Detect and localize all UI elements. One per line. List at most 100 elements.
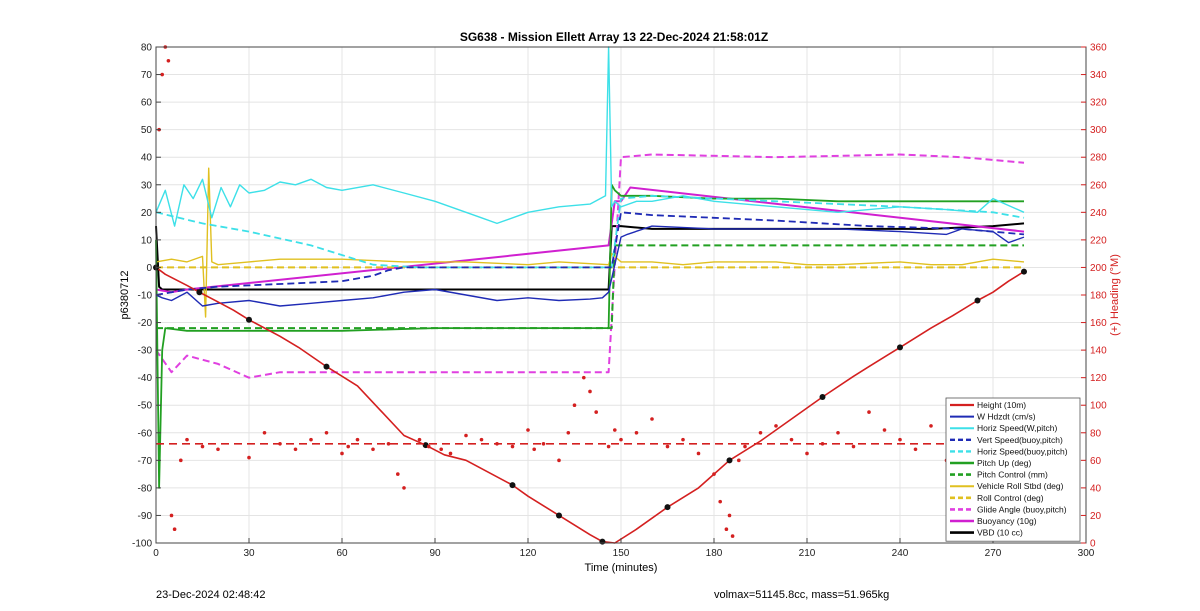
- footer-volmax-mass: volmax=51145.8cc, mass=51.965kg: [714, 589, 890, 601]
- height-marker-21: [599, 538, 606, 545]
- heading-point-61: [851, 444, 856, 449]
- heading-point-20: [386, 442, 391, 446]
- legend-entry-11: VBD (10 cc): [977, 528, 1023, 538]
- series-line-0: [155, 266, 1025, 544]
- y-axis-left: -100-90-80-70-60-50-40-30-20-10010203040…: [132, 43, 161, 550]
- heading-point-52: [730, 534, 735, 538]
- heading-point-5: [172, 527, 177, 532]
- y-tick-label-12: 20: [141, 208, 153, 219]
- height-marker-36: [974, 297, 981, 304]
- heading-point-9: [216, 447, 220, 452]
- heading-point-51: [727, 513, 732, 518]
- plot-series: [153, 45, 1040, 545]
- heading-point-28: [479, 437, 484, 442]
- heading-point-38: [588, 389, 592, 394]
- heading-point-43: [634, 430, 639, 435]
- heading-point-7: [185, 437, 189, 442]
- heading-point-10: [247, 455, 251, 460]
- y2-tick-label-11: 220: [1090, 235, 1107, 246]
- y-tick-label-5: -50: [138, 401, 153, 412]
- heading-point-22: [402, 486, 406, 490]
- legend-entry-4: Horiz Speed(buoy,pitch): [977, 446, 1068, 456]
- height-marker-3: [196, 289, 203, 296]
- legend-entry-3: Vert Speed(buoy,pitch): [977, 435, 1063, 445]
- heading-point-19: [371, 447, 375, 452]
- heading-point-57: [789, 437, 794, 442]
- y2-tick-label-2: 40: [1090, 483, 1102, 494]
- height-marker-6: [246, 316, 252, 323]
- heading-point-49: [718, 499, 722, 504]
- heading-point-31: [526, 428, 530, 432]
- x-tick-label-0: 0: [153, 548, 159, 559]
- height-marker-24: [664, 504, 671, 511]
- footer-timestamp: 23-Dec-2024 02:48:42: [156, 589, 266, 601]
- legend-entry-2: Horiz Speed(W,pitch): [977, 423, 1057, 433]
- y-tick-label-13: 30: [141, 180, 153, 191]
- heading-point-25: [439, 447, 444, 452]
- series-line-6: [156, 244, 1024, 330]
- x-tick-label-10: 300: [1078, 548, 1095, 559]
- legend: Height (10m) W Hdzdt (cm/s)Horiz Speed(W,…: [945, 397, 1081, 542]
- heading-point-60: [836, 430, 840, 435]
- legend-box: [945, 397, 1081, 542]
- heading-point-42: [619, 437, 623, 442]
- heading-point-58: [805, 451, 809, 456]
- heading-point-16: [340, 451, 344, 456]
- heading-point-66: [929, 424, 933, 428]
- y-tick-label-18: 80: [141, 43, 153, 54]
- chart-title: SG638 - Mission Ellett Array 13 22-Dec-2…: [460, 30, 768, 44]
- legend-entry-7: Vehicle Roll Stbd (deg): [977, 481, 1064, 491]
- heading-point-17: [346, 444, 351, 449]
- y2-tick-label-13: 260: [1090, 180, 1107, 191]
- height-marker-30: [819, 393, 826, 400]
- heading-point-50: [724, 527, 729, 532]
- heading-point-40: [606, 444, 611, 449]
- y-tick-label-3: -70: [138, 456, 153, 467]
- x-tick-label-7: 210: [799, 548, 816, 559]
- legend-entry-10: Buoyancy (10g): [977, 516, 1037, 526]
- height-marker-9: [323, 363, 330, 370]
- y-tick-label-1: -90: [138, 511, 153, 522]
- y2-axis-label: (+) Heading (°M): [1109, 254, 1121, 336]
- y2-tick-label-7: 140: [1090, 346, 1107, 357]
- heading-point-14: [309, 437, 313, 442]
- heading-point-47: [696, 451, 701, 456]
- y2-tick-label-1: 20: [1090, 511, 1102, 522]
- heading-point-12: [278, 442, 282, 446]
- heading-point-29: [495, 442, 499, 446]
- x-tick-label-8: 240: [892, 548, 909, 559]
- x-tick-label-9: 270: [985, 548, 1002, 559]
- y-tick-label-4: -60: [138, 428, 153, 439]
- heading-point-23: [417, 437, 422, 442]
- heading-point-33: [541, 442, 546, 446]
- y-axis-label: p6380712: [119, 271, 131, 320]
- heading-point-45: [665, 444, 670, 449]
- y2-tick-label-16: 320: [1090, 98, 1107, 109]
- y-tick-label-8: -20: [138, 318, 153, 329]
- heading-point-46: [681, 437, 685, 442]
- heading-point-18: [355, 437, 360, 442]
- y-tick-label-15: 50: [141, 125, 153, 136]
- y-tick-label-10: 0: [146, 263, 152, 274]
- legend-entry-1: W Hdzdt (cm/s): [977, 412, 1036, 422]
- x-axis: 0 30 60 90 120 150 180 210 240 270 300: [153, 538, 1095, 559]
- x-axis-label: Time (minutes): [585, 562, 658, 574]
- series-line-7: [155, 167, 1025, 318]
- y2-tick-label-10: 200: [1090, 263, 1107, 274]
- heading-point-54: [743, 444, 747, 449]
- legend-entry-0: Height (10m): [977, 400, 1026, 410]
- heading-point-11: [262, 430, 267, 435]
- heading-point-63: [882, 428, 887, 432]
- height-marker-18: [556, 512, 562, 519]
- heading-point-26: [448, 451, 453, 456]
- heading-point-30: [510, 444, 515, 449]
- y-tick-label-0: -100: [132, 539, 152, 550]
- y-tick-label-14: 40: [141, 153, 153, 164]
- legend-entry-5: Pitch Up (deg): [977, 458, 1031, 468]
- y-tick-label-2: -80: [138, 483, 153, 494]
- y2-tick-label-17: 340: [1090, 70, 1107, 81]
- y2-tick-label-8: 160: [1090, 318, 1107, 329]
- heading-point-3: [166, 58, 171, 63]
- y2-tick-label-5: 100: [1090, 401, 1107, 412]
- series-line-11: [155, 222, 1025, 291]
